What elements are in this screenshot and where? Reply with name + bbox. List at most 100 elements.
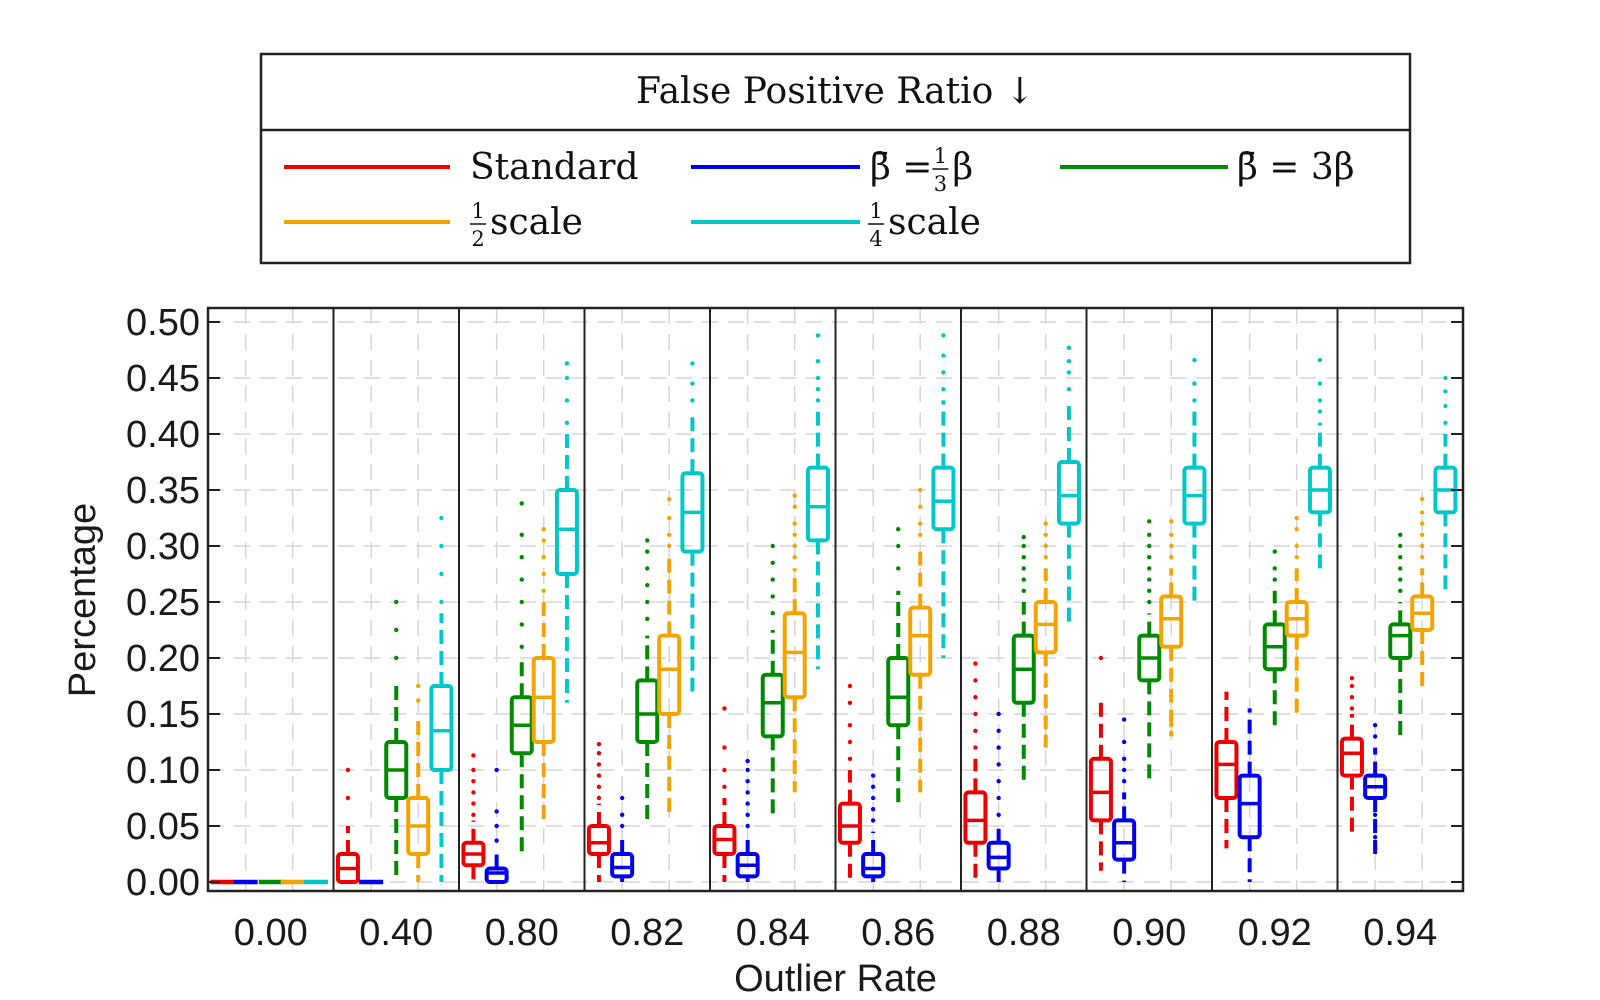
outlier-point xyxy=(1420,543,1425,549)
outlier-point xyxy=(596,784,602,789)
box-iqr xyxy=(484,866,509,884)
outlier-point xyxy=(1398,588,1403,593)
outlier-point xyxy=(1398,555,1403,560)
outlier-point xyxy=(1272,577,1277,582)
outlier-point xyxy=(596,795,602,801)
box-group xyxy=(1262,549,1287,726)
x-tick-label: 0.94 xyxy=(1363,912,1437,954)
box-group xyxy=(1339,675,1364,832)
outlier-point xyxy=(1372,823,1378,829)
outlier-point xyxy=(770,611,775,616)
outlier-point xyxy=(519,577,524,582)
outlier-point xyxy=(1372,835,1378,840)
outlier-point xyxy=(564,375,570,381)
outlier-point xyxy=(941,353,946,358)
outlier-point xyxy=(645,583,650,588)
chart-title: False Positive Ratio ↓ xyxy=(636,71,1035,112)
outlier-point xyxy=(1272,566,1277,571)
box-group xyxy=(760,543,785,815)
outlier-point xyxy=(973,695,978,700)
outlier-point xyxy=(1192,357,1197,363)
y-axis-label: Percentage xyxy=(62,503,104,697)
box-iqr xyxy=(931,465,956,532)
box-group xyxy=(908,487,933,793)
outlier-point xyxy=(815,387,821,392)
outlier-point xyxy=(996,812,1001,817)
outlier-point xyxy=(1169,519,1174,524)
outlier-point xyxy=(973,711,978,717)
outlier-point xyxy=(1169,532,1174,537)
outlier-point xyxy=(1420,510,1425,515)
outlier-point xyxy=(541,571,546,577)
box-iqr xyxy=(1339,736,1364,778)
outlier-point xyxy=(690,398,695,403)
box-iqr xyxy=(531,656,556,744)
outlier-point xyxy=(996,711,1001,717)
box-group xyxy=(509,501,534,854)
box-group xyxy=(586,742,611,882)
outlier-point xyxy=(1021,566,1026,571)
x-tick-label: 0.00 xyxy=(234,912,308,954)
outlier-point xyxy=(1043,521,1048,526)
y-tick-label: 0.30 xyxy=(126,526,200,568)
outlier-point xyxy=(1192,381,1197,386)
legend-fraction-denominator: 3 xyxy=(934,172,947,196)
outlier-point xyxy=(1043,543,1048,549)
outlier-point xyxy=(996,779,1001,784)
y-tick-label: 0.35 xyxy=(126,470,200,512)
outlier-point xyxy=(996,728,1001,733)
outlier-point xyxy=(1147,555,1152,560)
legend-box xyxy=(259,52,1412,265)
series-4 xyxy=(303,333,1458,885)
box-group xyxy=(406,683,431,882)
outlier-point xyxy=(1147,599,1152,605)
outlier-point xyxy=(494,823,499,829)
outlier-point xyxy=(918,487,923,493)
outlier-point xyxy=(471,790,476,795)
outlier-point xyxy=(439,515,444,521)
x-tick-label: 0.90 xyxy=(1112,912,1186,954)
outlier-point xyxy=(596,762,602,767)
outlier-point xyxy=(1294,515,1299,521)
outlier-point xyxy=(918,521,923,526)
legend-entry-quarter_scale: 1 4 scale xyxy=(691,199,981,251)
outlier-point xyxy=(519,555,524,560)
legend-label-half_scale: scale xyxy=(490,202,583,243)
box-group xyxy=(680,361,705,692)
box-group xyxy=(1033,521,1058,748)
outlier-point xyxy=(896,543,901,549)
x-tick-label: 0.82 xyxy=(610,912,684,954)
legend-entry-half_scale: 1 2 scale xyxy=(284,199,583,251)
outlier-point xyxy=(1098,655,1104,661)
box-iqr xyxy=(657,633,682,716)
outlier-point xyxy=(1121,717,1127,722)
outlier-point xyxy=(564,420,570,425)
legend-fraction-numerator: 1 xyxy=(471,199,484,223)
box-group xyxy=(461,753,486,882)
outlier-point xyxy=(973,678,978,683)
outlier-point xyxy=(870,773,876,778)
outlier-point xyxy=(1349,695,1355,700)
outlier-point xyxy=(345,767,351,773)
outlier-point xyxy=(519,622,524,627)
outlier-point xyxy=(645,599,650,605)
outlier-point xyxy=(394,599,399,605)
series-0 xyxy=(210,655,1364,885)
outlier-point xyxy=(745,790,750,795)
outlier-point xyxy=(1169,543,1174,549)
outlier-point xyxy=(1398,577,1403,582)
outlier-point xyxy=(596,742,602,747)
outlier-point xyxy=(1169,695,1174,700)
outlier-point xyxy=(792,493,797,498)
outlier-point xyxy=(541,555,546,560)
box-group xyxy=(1056,345,1081,625)
outlier-point xyxy=(619,823,625,829)
series-1 xyxy=(233,708,1388,885)
outlier-point xyxy=(1420,532,1425,537)
outlier-point xyxy=(1043,734,1048,739)
outlier-point xyxy=(1294,555,1299,560)
outlier-point xyxy=(519,501,524,506)
legend-entry-beta_three: β̄ = 3β xyxy=(1060,147,1355,188)
outlier-point xyxy=(1349,675,1355,681)
